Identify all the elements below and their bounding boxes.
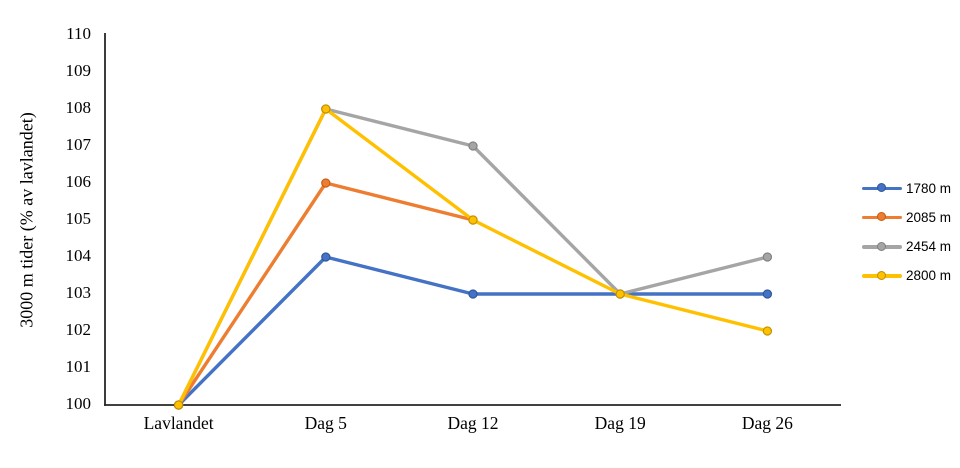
legend-swatch-icon (862, 237, 902, 257)
y-tick-label: 106 (66, 172, 92, 191)
data-point-marker (321, 252, 331, 262)
x-category-label: Dag 12 (447, 413, 498, 433)
legend-item-2454m: 2454 m (862, 237, 951, 257)
legend-item-2085m: 2085 m (862, 207, 951, 227)
x-category-label: Lavlandet (144, 413, 214, 433)
data-point-marker (468, 215, 478, 225)
data-point-marker (762, 289, 773, 299)
data-point-marker (468, 141, 478, 151)
x-category-label: Dag 5 (305, 413, 348, 433)
y-tick-label: 109 (66, 61, 92, 80)
legend-label: 2454 m (906, 239, 952, 255)
y-tick-label: 110 (66, 24, 91, 43)
series-line-2085m (176, 181, 475, 407)
legend-item-1780m: 1780 m (862, 178, 951, 198)
data-point-marker (762, 326, 773, 336)
legend-label: 2800 m (906, 268, 952, 284)
y-tick-label: 105 (66, 209, 92, 228)
legend-swatch-icon (862, 178, 902, 198)
y-tick-label: 103 (66, 283, 92, 302)
legend-item-2800m: 2800 m (862, 266, 951, 286)
legend-swatch-icon (862, 207, 902, 227)
data-point-marker (615, 289, 625, 299)
legend-label: 1780 m (906, 180, 952, 196)
y-tick-label: 107 (66, 135, 92, 154)
chart-legend: 1780 m 2085 m 2454 m 2800 m (862, 0, 960, 468)
data-point-marker (468, 289, 478, 299)
data-point-marker (321, 104, 331, 114)
y-tick-label: 100 (66, 394, 92, 413)
legend-label: 2085 m (906, 209, 952, 225)
y-tick-label: 101 (66, 357, 92, 376)
x-category-label: Dag 19 (595, 413, 646, 433)
y-tick-label: 104 (66, 246, 92, 265)
data-point-marker (321, 178, 331, 188)
data-point-marker (762, 252, 773, 262)
series-line-2800m (176, 107, 770, 407)
x-category-label: Dag 26 (742, 413, 793, 433)
y-tick-label: 108 (66, 98, 92, 117)
series-line-2454m (176, 107, 770, 407)
y-tick-label: 102 (66, 320, 92, 339)
legend-swatch-icon (862, 266, 902, 286)
data-point-marker (173, 400, 184, 410)
